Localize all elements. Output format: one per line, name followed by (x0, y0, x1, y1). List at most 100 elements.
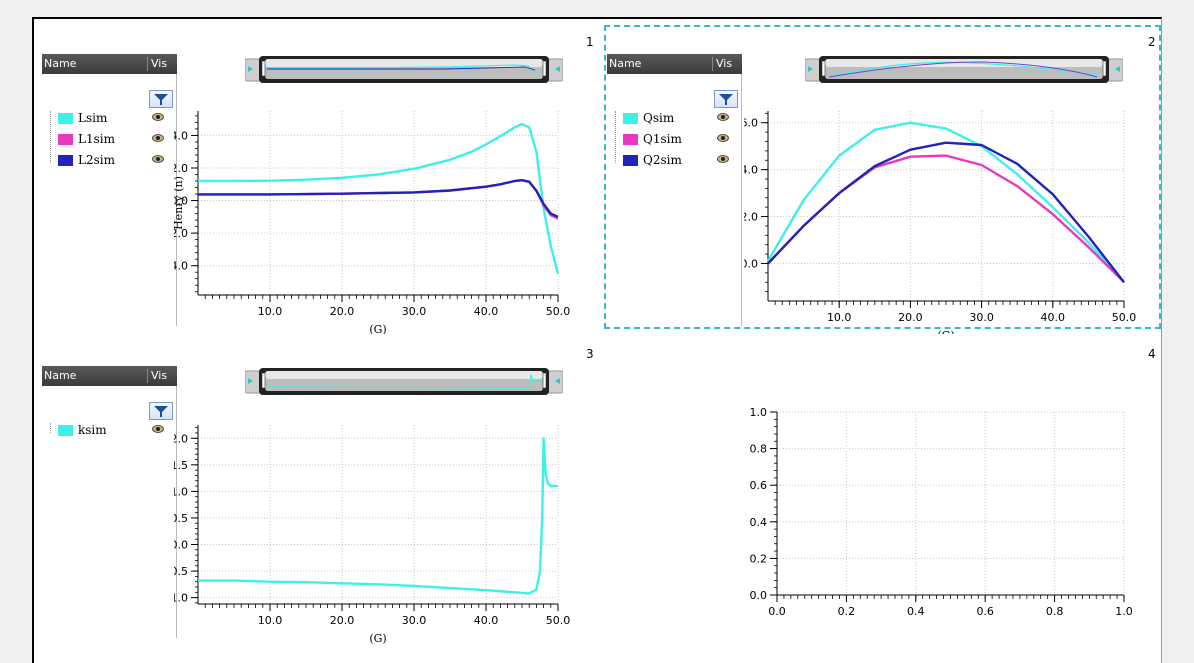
panel-number-1: 1 (586, 35, 594, 49)
tree-guide (50, 111, 51, 163)
legend-panel-2: Name Vis Qsim Q1sim Q2sim (607, 54, 742, 326)
selected-panel-outline (604, 25, 1161, 329)
legend-header-name[interactable]: Name (44, 57, 77, 70)
x-tick-label: 30.0 (402, 614, 427, 627)
overview-slider-1[interactable] (245, 55, 563, 83)
x-tick-label: 20.0 (898, 311, 923, 324)
visibility-eye-icon[interactable] (152, 133, 164, 143)
filter-button[interactable] (714, 90, 738, 108)
color-swatch (58, 155, 73, 166)
series-line-lsim[interactable] (198, 122, 560, 275)
y-tick-label: 0.4 (750, 516, 768, 529)
x-axis-label: (G) (369, 632, 386, 644)
color-swatch (58, 113, 73, 124)
chart-1[interactable]: 10.0 20.0 30.0 40.0 50.0 -4.0 -2.0 0.0 2.0 4.0 (G)… (174, 89, 594, 334)
visibility-eye-icon[interactable] (152, 424, 164, 434)
x-tick-label: 20.0 (330, 614, 355, 627)
x-tick-label: 10.0 (258, 305, 283, 318)
plot-canvas: 1 2 3 4 Name Vis Lsim L1sim L2sim (32, 17, 1162, 663)
y-tick-label: 0.8 (750, 443, 768, 456)
x-tick-label: 1.0 (1115, 605, 1133, 618)
filter-icon (154, 94, 168, 105)
panel-number-4: 4 (1148, 347, 1156, 361)
legend-item-label: L1sim (78, 132, 115, 146)
legend-header: Name Vis (42, 54, 177, 74)
legend-header-vis[interactable]: Vis (712, 57, 732, 71)
tree-guide (50, 423, 51, 433)
filter-icon (719, 94, 733, 105)
x-tick-label: 20.0 (330, 305, 355, 318)
y-tick-label: 0.0 (174, 539, 188, 552)
series-line-qsim[interactable] (766, 121, 1125, 284)
y-tick-label: 6.0 (744, 117, 758, 130)
panel-number-2: 2 (1148, 35, 1156, 49)
chart-3[interactable]: 10.0 20.0 30.0 40.0 50.0 -1.0 -0.5 0.0 0.5 1.0 1.5… (174, 399, 594, 644)
x-tick-label: 30.0 (969, 311, 994, 324)
y-tick-label: 2.0 (174, 162, 188, 175)
color-swatch (623, 155, 638, 166)
legend-panel-3: Name Vis ksim (42, 366, 177, 638)
x-tick-label: 0.6 (976, 605, 994, 618)
legend-item-label: Q1sim (643, 132, 682, 146)
y-axis-label: Henry (n) (174, 176, 185, 230)
legend-header-vis[interactable]: Vis (147, 57, 167, 71)
x-tick-label: 40.0 (474, 305, 499, 318)
y-tick-label: -4.0 (174, 260, 188, 273)
y-tick-label: 0.0 (744, 257, 758, 270)
color-swatch (58, 425, 73, 436)
x-tick-label: 40.0 (1041, 311, 1066, 324)
legend-item-label: L2sim (78, 153, 115, 167)
legend-divider (741, 74, 742, 326)
y-tick-label: -2.0 (174, 227, 188, 240)
x-tick-label: 0.0 (768, 605, 786, 618)
y-tick-label: 0.5 (174, 512, 188, 525)
legend-divider (176, 74, 177, 326)
series-line-l2sim[interactable] (198, 178, 559, 218)
visibility-eye-icon[interactable] (152, 154, 164, 164)
y-tick-label: -0.5 (174, 565, 188, 578)
y-tick-label: 0.0 (750, 589, 768, 602)
legend-item-label: Q2sim (643, 153, 682, 167)
visibility-eye-icon[interactable] (717, 133, 729, 143)
legend-item-label: Lsim (78, 111, 108, 125)
x-tick-label: 0.4 (907, 605, 925, 618)
filter-icon (154, 406, 168, 417)
y-tick-label: -1.0 (174, 592, 188, 605)
filter-button[interactable] (149, 402, 173, 420)
legend-header: Name Vis (42, 366, 177, 386)
legend-header-name[interactable]: Name (609, 57, 642, 70)
color-swatch (623, 113, 638, 124)
panel-number-3: 3 (586, 347, 594, 361)
legend-header-name[interactable]: Name (44, 369, 77, 382)
legend-header-vis[interactable]: Vis (147, 369, 167, 383)
x-tick-label: 10.0 (258, 614, 283, 627)
x-tick-label: 50.0 (1112, 311, 1137, 324)
legend-divider (176, 386, 177, 638)
y-tick-label: 4.0 (174, 129, 188, 142)
x-tick-label: 0.2 (838, 605, 856, 618)
visibility-eye-icon[interactable] (152, 112, 164, 122)
series-line-ksim[interactable] (198, 437, 558, 595)
y-tick-label: 0.2 (750, 552, 768, 565)
visibility-eye-icon[interactable] (717, 112, 729, 122)
chart-2[interactable]: 10.0 20.0 30.0 40.0 50.0 0.0 2.0 4.0 6.0 (G) (744, 89, 1164, 334)
y-tick-label: 1.5 (174, 459, 188, 472)
x-axis-label: (G) (369, 323, 386, 334)
x-tick-label: 10.0 (827, 311, 852, 324)
y-tick-label: 2.0 (744, 211, 758, 224)
legend-panel-1: Name Vis Lsim L1sim L2sim (42, 54, 177, 326)
visibility-eye-icon[interactable] (717, 154, 729, 164)
series-line-l1sim[interactable] (198, 178, 559, 220)
y-tick-label: 2.0 (174, 432, 188, 445)
x-axis-label: (G) (937, 329, 954, 334)
legend-item-label: Qsim (643, 111, 675, 125)
series-line-q2sim[interactable] (767, 141, 1125, 283)
chart-4[interactable]: 0.0 0.2 0.4 0.6 0.8 1.0 0.0 0.2 0.4 0.6 0.8 1.0 (744, 381, 1164, 626)
legend-item-label: ksim (78, 423, 107, 437)
overview-slider-3[interactable] (245, 367, 563, 395)
color-swatch (623, 134, 638, 145)
y-tick-label: 0.6 (750, 479, 768, 492)
overview-slider-2[interactable] (805, 55, 1123, 83)
filter-button[interactable] (149, 90, 173, 108)
x-tick-label: 50.0 (546, 305, 571, 318)
